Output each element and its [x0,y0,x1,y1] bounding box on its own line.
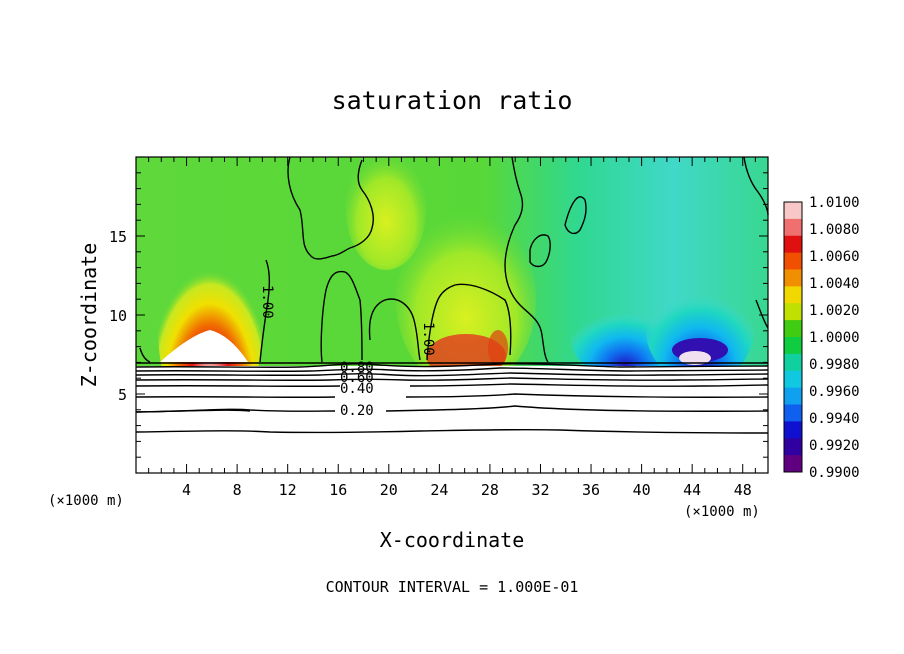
contour-lines [135,156,769,434]
contour-label-040: 0.40 [340,381,374,397]
y-tick-label: 15 [109,228,127,246]
colorbar-level-label: 1.0000 [809,330,860,346]
colorbar-swatch [784,337,802,355]
colorbar-level-label: 1.0100 [809,195,860,211]
x-tick-label: 12 [279,481,297,499]
x-tick-label: 40 [633,481,651,499]
colorbar-swatch [784,235,802,254]
contour-label-100-b: 1.00 [420,322,436,356]
x-tick-label: 24 [430,481,448,499]
colorbar-swatch [784,202,802,220]
chart-title: saturation ratio [331,86,573,115]
contour-label-100-a: 1.00 [259,285,275,319]
x-tick-label: 20 [380,481,398,499]
x-tick-label: 28 [481,481,499,499]
colorbar-swatch [784,218,802,237]
y-tick-label: 5 [118,386,127,404]
colorbar-level-label: 0.9940 [809,411,860,427]
colorbar-level-label: 1.0080 [809,222,860,238]
colorbar-swatch [784,252,802,270]
contour-label-060: 0.60 [340,370,374,386]
x-axis-unit: (×1000 m) [684,504,760,520]
colorbar-labels: 1.0100 1.0080 1.0060 1.0040 1.0020 1.0000 0.99… [809,195,860,481]
contour-interval-note: CONTOUR INTERVAL = 1.000E-01 [325,578,579,596]
heatmap-field [136,157,768,473]
colorbar-swatch [784,269,802,287]
colorbar-level-label: 0.9980 [809,357,860,373]
colorbar-level-label: 1.0020 [809,303,860,319]
colorbar-level-label: 0.9960 [809,384,860,400]
axis-ticks [136,157,768,473]
contour-label-080: 0.80 [340,360,374,376]
colorbar [783,201,803,473]
colorbar-swatch [784,353,802,372]
colorbar-level-label: 1.0060 [809,249,860,265]
x-tick-label: 8 [233,481,242,499]
x-axis-title: X-coordinate [380,528,525,552]
y-axis-title: Z-coordinate [77,243,101,388]
colorbar-frame [783,201,803,473]
colorbar-level-label: 0.9920 [809,438,860,454]
colorbar-swatch [784,320,802,338]
x-tick-label: 48 [734,481,752,499]
colorbar-swatch [784,438,802,456]
colorbar-swatch [784,286,802,304]
colorbar-swatch [784,370,802,389]
contour-line-100-left [259,259,271,363]
contour-label-020: 0.20 [340,403,374,419]
colorbar-swatch [784,455,802,473]
colorbar-swatch [784,421,802,439]
colorbar-swatch [784,303,802,321]
colorbar-level-label: 1.0040 [809,276,860,292]
colorbar-level-label: 0.9900 [809,465,860,481]
x-tick-label: 44 [683,481,701,499]
colorbar-swatch [784,387,802,405]
x-tick-label: 36 [582,481,600,499]
x-tick-label: 4 [182,481,191,499]
x-tick-label: 16 [329,481,347,499]
y-tick-label: 10 [109,307,127,325]
y-axis-unit: (×1000 m) [48,493,124,509]
colorbar-swatch [784,404,802,422]
x-tick-label: 32 [531,481,549,499]
